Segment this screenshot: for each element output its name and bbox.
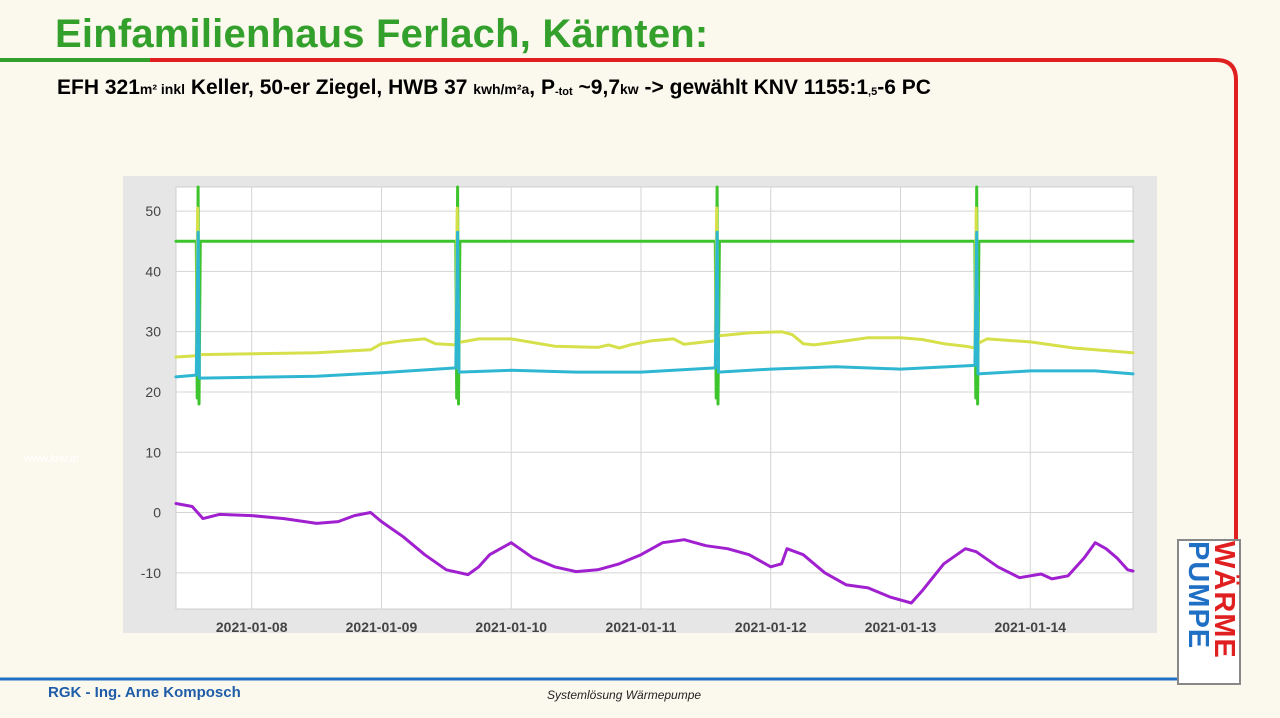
subtitle-part: -6 PC [877, 76, 931, 99]
subtitle-part: kwh/m²a [473, 81, 530, 97]
footer-caption: Systemlösung Wärmepumpe [547, 688, 702, 702]
y-tick-label: 30 [145, 324, 161, 340]
chart-panel: 50 40 30 20 10 0 -10 2021-01-08 2021-01-09 2021-0… [123, 176, 1157, 633]
y-tick-label: 10 [145, 444, 161, 460]
x-tick-label: 2021-01-13 [865, 619, 937, 633]
x-tick-label: 2021-01-11 [606, 619, 677, 633]
page-subtitle: EFH 321m² inkl Keller, 50-er Ziegel, HWB… [57, 76, 931, 100]
y-tick-label: -10 [141, 565, 161, 581]
x-tick-label: 2021-01-12 [735, 619, 807, 633]
subtitle-part: ~9,7 [572, 76, 620, 99]
subtitle-part: EFH 321 [57, 76, 140, 99]
series-line [174, 230, 1135, 380]
frame-line-red [150, 58, 1238, 545]
series-line [174, 206, 1135, 359]
x-tick-label: 2021-01-09 [346, 619, 418, 633]
logo-text-pumpe: PUMPE [1182, 541, 1214, 650]
x-tick-label: 2021-01-08 [216, 619, 288, 633]
subtitle-part: m² inkl [139, 81, 185, 97]
subtitle-part: -tot [554, 86, 573, 98]
waermepumpe-logo: WÄRME PUMPE [1177, 539, 1241, 685]
page-title: Einfamilienhaus Ferlach, Kärnten: [55, 12, 709, 56]
subtitle-part: Keller, 50-er Ziegel, HWB 37 [185, 76, 474, 99]
y-tick-label: 40 [145, 263, 161, 279]
x-tick-label: 2021-01-14 [994, 619, 1066, 633]
y-tick-label: 20 [145, 384, 161, 400]
subtitle-part: , P [529, 76, 555, 99]
y-tick-label: 50 [145, 203, 161, 219]
y-tick-label: 0 [153, 505, 161, 521]
subtitle-part: -> gewählt KNV 1155:1 [638, 76, 869, 99]
watermark: www.knv.at [24, 453, 79, 465]
x-tick-label: 2021-01-10 [475, 619, 547, 633]
line-chart: 50 40 30 20 10 0 -10 2021-01-08 2021-01-09 2021-0… [141, 185, 1135, 633]
series-line [174, 502, 1135, 605]
footer-author: RGK - Ing. Arne Komposch [48, 684, 241, 701]
subtitle-part: kw [620, 81, 639, 97]
subtitle-part: ,5 [868, 86, 878, 98]
